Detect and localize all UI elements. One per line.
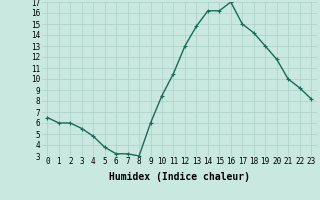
X-axis label: Humidex (Indice chaleur): Humidex (Indice chaleur) [109,172,250,182]
